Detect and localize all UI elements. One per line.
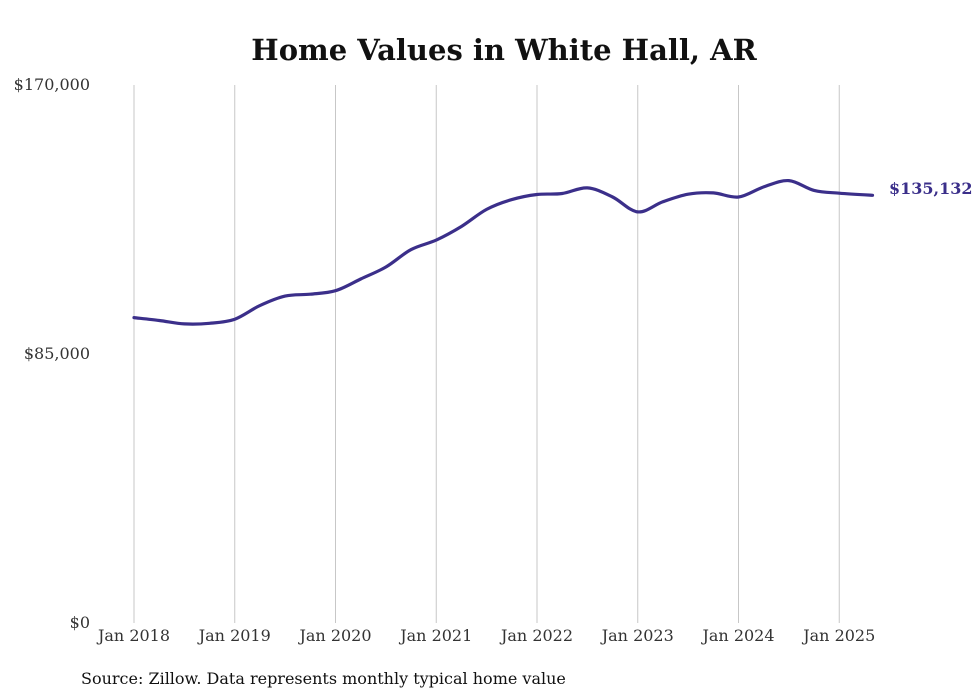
source-note: Source: Zillow. Data represents monthly … bbox=[81, 669, 566, 688]
latest-value-label: $135,132 bbox=[889, 179, 973, 198]
y-tick-label: $85,000 bbox=[24, 344, 90, 363]
y-tick-label: $170,000 bbox=[14, 75, 90, 94]
home-value-line bbox=[132, 178, 875, 326]
vertical-gridlines bbox=[133, 85, 840, 623]
x-tick-label: Jan 2019 bbox=[197, 626, 271, 645]
x-axis-ticks: Jan 2018 Jan 2019 Jan 2020 Jan 2021 Jan 2022… bbox=[96, 626, 875, 645]
x-tick-label: Jan 2025 bbox=[801, 626, 875, 645]
x-tick-label: Jan 2023 bbox=[600, 626, 674, 645]
x-tick-label: Jan 2024 bbox=[700, 626, 774, 645]
chart-title: Home Values in White Hall, AR bbox=[251, 33, 757, 67]
x-tick-label: Jan 2022 bbox=[499, 626, 573, 645]
y-axis-ticks: $0 $85,000 $170,000 bbox=[14, 75, 90, 632]
y-tick-label: $0 bbox=[70, 613, 90, 632]
x-tick-label: Jan 2020 bbox=[297, 626, 371, 645]
x-tick-label: Jan 2021 bbox=[398, 626, 472, 645]
x-tick-label: Jan 2018 bbox=[96, 626, 170, 645]
